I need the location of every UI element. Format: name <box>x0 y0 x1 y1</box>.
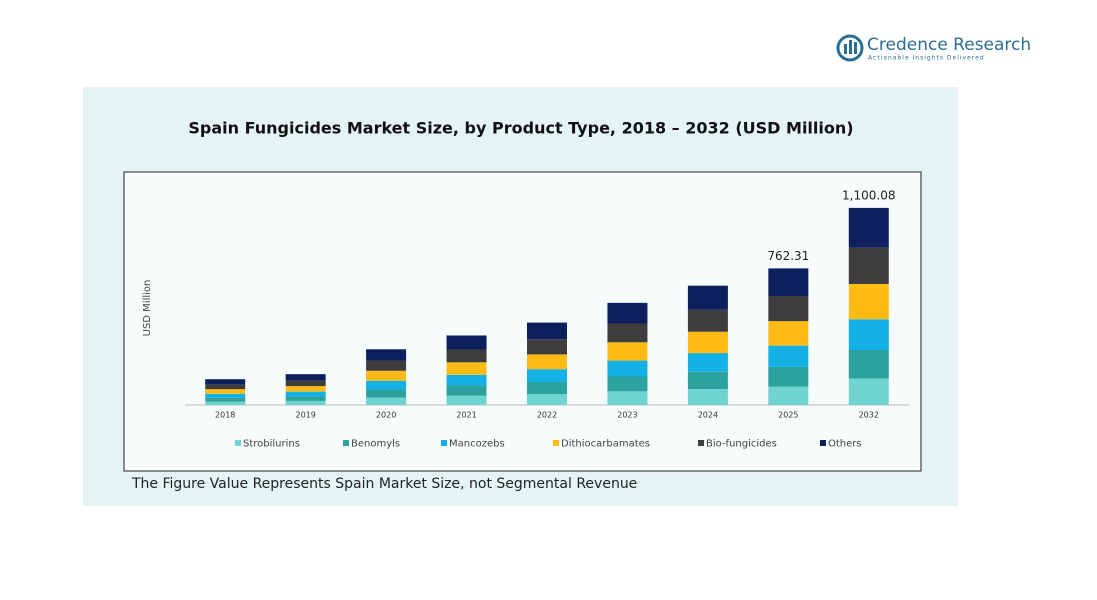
legend-swatch <box>343 440 349 446</box>
legend-swatch <box>235 440 241 446</box>
bar-segment <box>527 339 567 355</box>
bar-segment <box>285 391 326 397</box>
x-tick-label: 2023 <box>617 411 637 420</box>
bar-segment <box>687 331 728 354</box>
bar-segment <box>848 319 889 351</box>
bar-segment <box>848 350 889 379</box>
legend-label: Mancozebs <box>449 439 505 450</box>
bar-segment <box>527 393 567 405</box>
bar-segment <box>687 389 728 405</box>
footnote: The Figure Value Represents Spain Market… <box>131 476 637 492</box>
bar-segment <box>366 397 407 405</box>
brand-name: Credence Research <box>867 35 1031 55</box>
legend-swatch <box>698 440 704 446</box>
logo-icon <box>854 42 857 54</box>
bar-segment <box>527 354 567 370</box>
bar-segment <box>366 349 407 361</box>
bar-segment <box>366 389 407 398</box>
bar-segment <box>205 393 246 398</box>
bar-segment <box>446 395 487 405</box>
total-label: 762.31 <box>767 249 809 263</box>
bar-segment <box>607 391 648 405</box>
x-tick-label: 2025 <box>778 411 798 420</box>
legend-label: Others <box>828 439 862 450</box>
total-label: 1,100.08 <box>842 188 895 202</box>
x-tick-label: 2024 <box>698 411 718 420</box>
bar-segment <box>446 349 487 363</box>
x-tick-label: 2020 <box>376 411 396 420</box>
bar-segment <box>848 247 889 284</box>
logo: Credence Research Actionable Insights De… <box>836 34 1031 62</box>
bar-segment <box>527 382 567 394</box>
x-tick-label: 2022 <box>537 411 557 420</box>
bar-segment <box>687 353 728 372</box>
bar-segment <box>366 380 407 390</box>
bar-segment <box>607 376 648 392</box>
x-tick-label: 2018 <box>215 411 235 420</box>
legend-label: Strobilurins <box>243 439 300 450</box>
legend-swatch <box>553 440 559 446</box>
bar-segment <box>768 345 809 367</box>
bar-segment <box>205 401 246 405</box>
bar-segment <box>768 268 809 297</box>
bar-segment <box>446 362 487 375</box>
legend-swatch <box>441 440 447 446</box>
bar-segment <box>607 302 648 324</box>
brand-tagline: Actionable Insights Delivered <box>868 55 985 62</box>
chart-title: Spain Fungicides Market Size, by Product… <box>188 119 853 138</box>
legend-label: Bio-fungicides <box>706 439 777 450</box>
bar-segment <box>366 360 407 371</box>
bar-segment <box>527 369 567 383</box>
legend-label: Benomyls <box>351 439 400 450</box>
bar-segment <box>285 380 326 387</box>
bar-segment <box>285 396 326 401</box>
bar-segment <box>446 385 487 396</box>
x-tick-label: 2021 <box>456 411 476 420</box>
bar-segment <box>527 322 567 340</box>
bar-segment <box>607 323 648 343</box>
bar-segment <box>848 207 889 248</box>
bar-segment <box>768 386 809 405</box>
logo-icon <box>844 44 847 54</box>
bar-segment <box>687 309 728 332</box>
bar-segment <box>285 386 326 392</box>
bar-segment <box>205 379 246 385</box>
bar-segment <box>848 283 889 320</box>
x-tick-label: 2019 <box>295 411 315 420</box>
bar-segment <box>768 366 809 387</box>
bar-segment <box>768 321 809 346</box>
bar-segment <box>607 360 648 377</box>
logo-icon <box>849 40 852 54</box>
x-tick-label: 2032 <box>859 411 879 420</box>
bar-segment <box>446 335 487 350</box>
bar-segment <box>285 400 326 405</box>
bar-segment <box>205 384 246 390</box>
bar-segment <box>768 296 809 322</box>
bar-segment <box>285 374 326 381</box>
bar-segment <box>687 285 728 310</box>
bar-segment <box>446 374 487 386</box>
bar-segment <box>205 397 246 402</box>
bar-segment <box>205 389 246 394</box>
legend-swatch <box>820 440 826 446</box>
logo-icon <box>836 34 864 62</box>
y-axis-label: USD Million <box>142 280 153 337</box>
bar-segment <box>607 342 648 361</box>
bar-segment <box>848 378 889 405</box>
legend-label: Dithiocarbamates <box>561 439 650 450</box>
bar-segment <box>687 371 728 390</box>
bar-segment <box>366 370 407 381</box>
